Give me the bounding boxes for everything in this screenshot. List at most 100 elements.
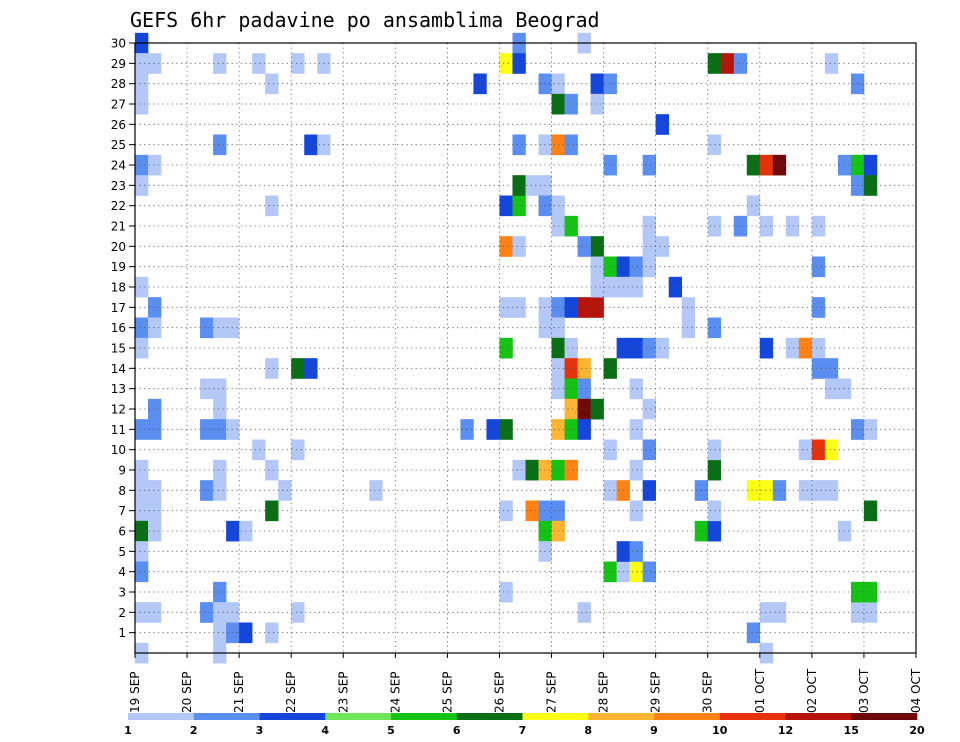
- heatmap-cell: [707, 134, 722, 156]
- heatmap-cell: [551, 297, 565, 318]
- heatmap-cell: [629, 256, 643, 278]
- heatmap-cell: [564, 93, 578, 115]
- heatmap-cell: [213, 622, 227, 644]
- heatmap-cell: [148, 602, 162, 623]
- heatmap-cell: [551, 317, 565, 339]
- colorbar-label: 5: [387, 724, 395, 737]
- heatmap-cell: [135, 154, 149, 176]
- heatmap-cell: [629, 276, 643, 298]
- heatmap-cell: [564, 419, 578, 440]
- heatmap-cell: [707, 53, 722, 74]
- heatmap-cell: [148, 317, 162, 339]
- heatmap-cell: [564, 297, 578, 318]
- heatmap-cell: [642, 398, 656, 420]
- y-tick-label: 5: [118, 545, 126, 559]
- heatmap-cell: [642, 154, 656, 176]
- heatmap-cell: [564, 215, 578, 237]
- x-tick-label: 30 SEP: [701, 671, 715, 713]
- heatmap-cell: [811, 439, 826, 461]
- heatmap-cell: [564, 398, 578, 420]
- y-tick-label: 30: [111, 37, 126, 51]
- heatmap-cell: [135, 500, 149, 522]
- heatmap-cell: [733, 53, 748, 74]
- heatmap-cell: [148, 520, 162, 542]
- heatmap-cell: [590, 398, 604, 420]
- y-tick-label: 19: [111, 260, 126, 274]
- heatmap-cell: [642, 480, 656, 501]
- heatmap-cell: [525, 175, 539, 196]
- heatmap-cell: [603, 439, 617, 461]
- heatmap-cell: [551, 459, 565, 481]
- heatmap-cell: [200, 317, 214, 339]
- heatmap-cell: [551, 378, 565, 400]
- heatmap-cell: [564, 358, 578, 379]
- y-tick-label: 25: [111, 138, 126, 152]
- heatmap-cell: [863, 175, 878, 196]
- heatmap-cell: [759, 154, 774, 176]
- heatmap-cell: [148, 419, 162, 440]
- y-tick-label: 13: [111, 382, 126, 396]
- heatmap-cell: [213, 53, 227, 74]
- heatmap-cell: [551, 520, 565, 542]
- heatmap-cell: [213, 398, 227, 420]
- y-tick-label: 20: [111, 240, 126, 254]
- x-tick-label: 03 OCT: [857, 668, 871, 713]
- heatmap-cell: [551, 93, 565, 115]
- heatmap-cell: [512, 175, 526, 196]
- heatmap-cell: [577, 398, 591, 420]
- y-tick-label: 10: [111, 443, 126, 457]
- heatmap-cell: [135, 480, 149, 501]
- heatmap-cell: [551, 358, 565, 379]
- heatmap-cell: [564, 459, 578, 481]
- heatmap-cell: [590, 297, 604, 318]
- colorbar-swatch: [391, 713, 458, 720]
- colorbar-swatch: [128, 713, 195, 720]
- y-tick-label: 26: [111, 118, 126, 132]
- heatmap-cell: [707, 215, 722, 237]
- heatmap-cell: [499, 337, 513, 359]
- heatmap-cell: [759, 215, 774, 237]
- x-tick-label: 27 SEP: [545, 671, 559, 713]
- heatmap-cell: [798, 480, 813, 501]
- heatmap-cell: [135, 459, 149, 481]
- heatmap-cell: [707, 317, 722, 339]
- x-tick-label: 26 SEP: [492, 671, 506, 713]
- heatmap-cell: [811, 358, 826, 379]
- heatmap-cell: [577, 358, 591, 379]
- x-tick-label: 20 SEP: [180, 671, 194, 713]
- heatmap-cell: [590, 93, 604, 115]
- colorbar-swatch: [654, 713, 721, 720]
- heatmap-cell: [707, 459, 722, 481]
- y-tick-label: 17: [111, 301, 126, 315]
- colorbar-label: 15: [844, 724, 859, 737]
- heatmap-cell: [551, 500, 565, 522]
- heatmap-cell: [811, 215, 826, 237]
- heatmap-cell: [265, 500, 279, 522]
- heatmap-cell: [668, 276, 682, 298]
- colorbar-label: 3: [256, 724, 264, 737]
- y-tick-label: 1: [118, 626, 126, 640]
- heatmap-cell: [265, 622, 279, 644]
- heatmap-cell: [642, 236, 656, 257]
- x-tick-label: 21 SEP: [232, 671, 246, 713]
- heatmap-cell: [577, 297, 591, 318]
- heatmap-cell: [512, 297, 526, 318]
- heatmap-cell: [499, 419, 513, 440]
- heatmap-cell: [759, 337, 774, 359]
- heatmap-cell: [603, 154, 617, 176]
- colorbar-label: 6: [453, 724, 461, 737]
- y-tick-label: 2: [118, 606, 126, 620]
- y-tick-label: 11: [111, 423, 126, 437]
- x-tick-label: 19 SEP: [128, 671, 142, 713]
- colorbar-label: 2: [190, 724, 198, 737]
- heatmap-cell: [811, 337, 826, 359]
- heatmap-cell: [213, 602, 227, 623]
- heatmap-cell: [499, 195, 513, 217]
- colorbar-label: 20: [909, 724, 925, 737]
- heatmap-cell: [512, 53, 526, 74]
- heatmap-cell: [811, 297, 826, 318]
- heatmap-cell: [525, 459, 539, 481]
- heatmap-cell: [590, 276, 604, 298]
- heatmap-cell: [135, 53, 149, 74]
